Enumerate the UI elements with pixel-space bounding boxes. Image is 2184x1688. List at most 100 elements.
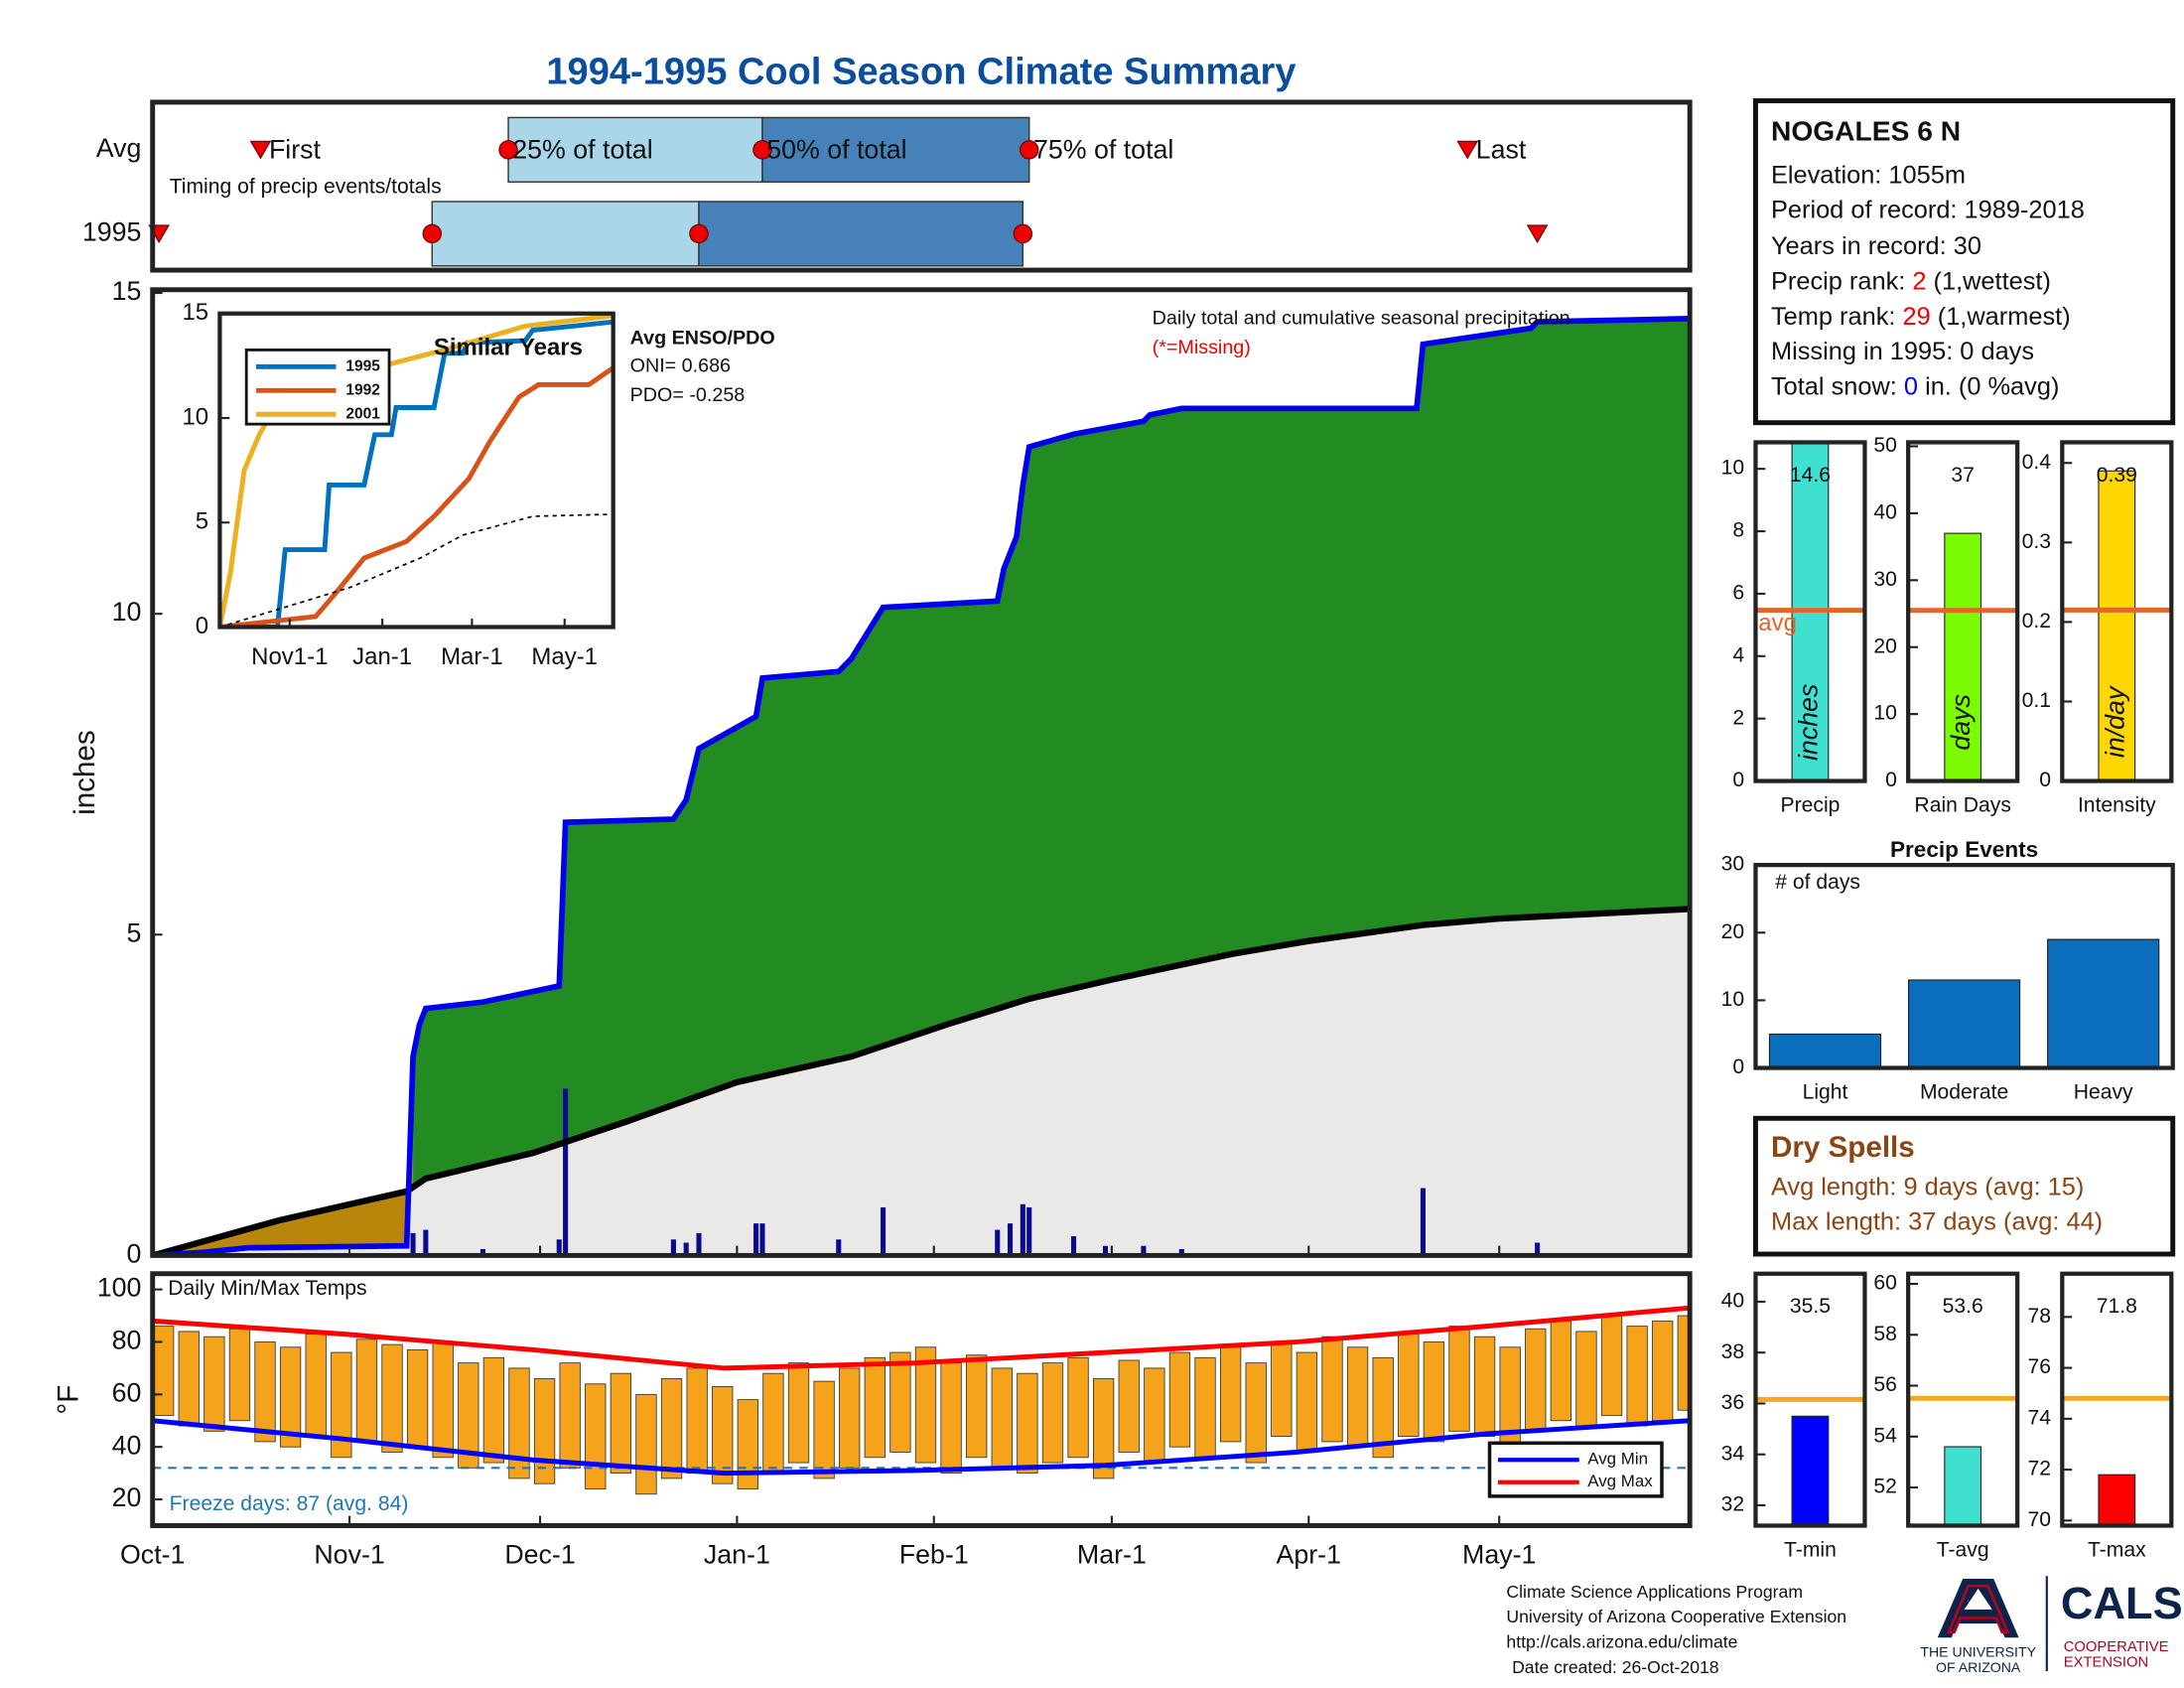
- temp-range-bar: [279, 1346, 302, 1448]
- temp-range-bar: [1423, 1341, 1445, 1443]
- logo-a-inner: [1946, 1584, 2010, 1634]
- y-tick-label: 0: [196, 613, 208, 639]
- daily-bar: [683, 1242, 689, 1256]
- temp-range-bar: [482, 1356, 505, 1464]
- axes-frame: [1753, 863, 2175, 1070]
- temp-range-bar: [813, 1380, 835, 1479]
- temp-range-bar: [1321, 1336, 1343, 1443]
- temp-range-bar: [787, 1362, 810, 1464]
- timing-box: [698, 201, 1024, 267]
- y-tick-label: 54: [1873, 1424, 1897, 1447]
- y-tick-label: 4: [1732, 643, 1744, 666]
- temp-range-bar: [712, 1385, 734, 1484]
- y-tick-label: 0.1: [2022, 689, 2051, 712]
- bar-unit: days: [1946, 694, 1976, 751]
- x-tick-label: Light: [1803, 1080, 1848, 1103]
- temp-range-bar: [1041, 1362, 1064, 1464]
- temp-range-bar: [228, 1328, 251, 1422]
- bar-value-label: 0.39: [2097, 464, 2137, 487]
- y-tick-label: 5: [127, 917, 142, 947]
- temp-range-bar: [533, 1378, 556, 1484]
- daily-bar: [995, 1229, 1001, 1256]
- total-snow: Total snow: 0 in. (0 %avg): [1771, 372, 2059, 400]
- y-tick-label: 32: [1721, 1493, 1745, 1516]
- y-tick-label: 20: [1873, 634, 1897, 657]
- temp-range-bar: [254, 1341, 276, 1443]
- x-axis-label: T-max: [2088, 1538, 2146, 1561]
- y-tick-label: 40: [1873, 500, 1897, 523]
- y-tick-label: 60: [112, 1377, 142, 1407]
- logo-extension: EXTENSION: [2064, 1655, 2149, 1671]
- daily-bar: [1535, 1242, 1541, 1256]
- timing-label: 25% of total: [512, 134, 652, 164]
- temp-range-bar: [839, 1367, 861, 1469]
- temp-range-bar: [178, 1331, 200, 1427]
- snow-note: in. (0 %avg): [1925, 372, 2059, 400]
- y-tick-label: 10: [182, 403, 208, 430]
- timing-marker: [422, 223, 442, 244]
- legend-label: 2001: [345, 405, 380, 422]
- axes-frame: [217, 311, 615, 630]
- y-tick-label: 2: [1732, 706, 1744, 729]
- y-tick-label: 20: [1721, 920, 1745, 943]
- y-axis-label: inches: [68, 730, 101, 815]
- y-tick-label: 5: [196, 508, 208, 535]
- dry-spells-frame: [1752, 1115, 2176, 1257]
- temp-range-bar: [1626, 1326, 1648, 1427]
- temp-rank: Temp rank: 29 (1,warmest): [1771, 303, 2071, 331]
- timing-label: Last: [1476, 134, 1527, 164]
- x-tick-label: Nov1-1: [251, 643, 328, 670]
- y-tick-label: 72: [2028, 1458, 2052, 1480]
- temp-range-bar: [1017, 1372, 1038, 1475]
- daily-bar: [423, 1229, 429, 1256]
- y-tick-label: 30: [1721, 853, 1745, 876]
- daily-bar: [479, 1248, 485, 1256]
- bar: [1944, 532, 1982, 781]
- temp-range-bar: [737, 1399, 758, 1489]
- temp-range-bar: [864, 1356, 886, 1459]
- temp-range-bar: [762, 1372, 784, 1475]
- x-tick-label: Feb-1: [899, 1540, 969, 1570]
- temp-range-bar: [1575, 1331, 1597, 1427]
- y-tick-label: 76: [2028, 1355, 2052, 1378]
- timing-box: [431, 201, 700, 267]
- x-tick-label: Nov-1: [314, 1540, 384, 1570]
- y-tick-label: 10: [1721, 457, 1745, 480]
- legend-box: [1487, 1441, 1664, 1498]
- temp-range-bar: [559, 1362, 581, 1469]
- timing-box: [507, 116, 763, 183]
- temp-annotation: Daily Min/Max Temps: [168, 1277, 366, 1300]
- logo-cals: CALS: [2061, 1578, 2183, 1628]
- temp-range-bar: [153, 1326, 175, 1416]
- x-tick-label: Mar-1: [1077, 1540, 1147, 1570]
- temp-range-bar: [1448, 1326, 1470, 1432]
- temp-range-bar: [432, 1341, 454, 1459]
- timing-marker: [1019, 140, 1039, 160]
- timing-triangle: [249, 140, 272, 160]
- timing-marker: [498, 140, 518, 160]
- avg-label: avg: [1758, 610, 1797, 636]
- axes-frame: [1753, 1271, 1867, 1528]
- bar: [1907, 979, 2021, 1068]
- bar-unit: inches: [1794, 684, 1824, 761]
- y-tick-label: 52: [1873, 1476, 1897, 1498]
- similar-year-line: [219, 319, 614, 628]
- y-tick-label: 80: [112, 1326, 142, 1355]
- x-tick-label: May-1: [1462, 1540, 1536, 1570]
- y-tick-label: 0.2: [2022, 610, 2051, 633]
- bar-value-label: 14.6: [1790, 464, 1831, 487]
- footer-line: University of Arizona Cooperative Extens…: [1506, 1607, 1846, 1626]
- y-tick-label: 0: [1732, 769, 1744, 791]
- footer: Climate Science Applications Program Uni…: [1506, 1576, 2183, 1677]
- legend-box: [244, 348, 391, 426]
- temp-range-bar: [1346, 1346, 1369, 1448]
- temp-rank-label: Temp rank:: [1771, 303, 1895, 331]
- x-tick-label: Moderate: [1920, 1080, 2008, 1103]
- x-axis-label: Rain Days: [1914, 794, 2010, 817]
- surplus-area: [413, 318, 1691, 1188]
- x-tick-label: May-1: [531, 643, 598, 670]
- y-axis-label: °F: [52, 1385, 84, 1415]
- temp-range-bar: [1067, 1356, 1089, 1459]
- temp-range-bar: [1652, 1320, 1674, 1422]
- legend-label: 1992: [345, 381, 379, 398]
